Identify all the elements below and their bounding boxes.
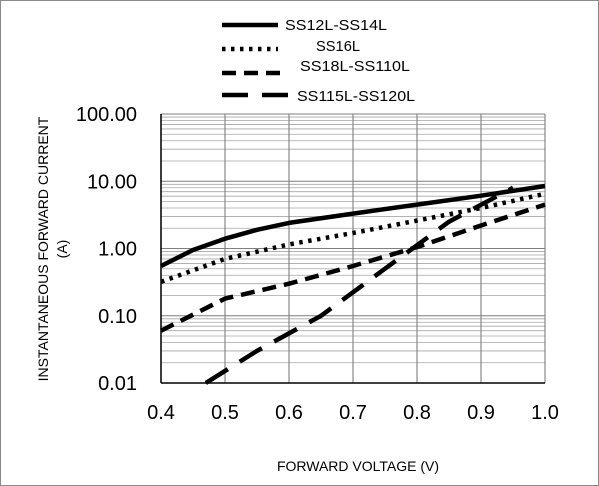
x-tick-label: 0.5 — [211, 402, 239, 424]
y-tick-label: 1.00 — [98, 239, 137, 261]
legend-label-ss18l-ss110l: SS18L-SS110L — [300, 58, 410, 75]
series-line-ss18l-ss110l — [159, 202, 546, 333]
y-tick-label: 100.00 — [76, 104, 137, 126]
legend: SS12L-SS14L SS16L SS18L-SS110L SS115L-SS… — [222, 17, 415, 105]
x-tick-label: 0.7 — [339, 402, 367, 424]
y-tick-label: 10.00 — [87, 171, 137, 193]
series-line-ss115l-ss120l — [204, 185, 515, 385]
y-axis-title-line1: INSTANTANEOUS FORWARD CURRENT — [35, 116, 51, 381]
x-axis-title: FORWARD VOLTAGE (V) — [277, 458, 439, 474]
series-line-ss12l-ss14l — [159, 183, 546, 269]
y-tick-label: 0.10 — [98, 306, 137, 328]
x-tick-label: 0.8 — [403, 402, 431, 424]
x-tick-label: 1.0 — [531, 402, 559, 424]
x-tick-labels: 0.4 0.5 0.6 0.7 0.8 0.9 1.0 — [147, 402, 559, 424]
legend-label-ss12l-ss14l: SS12L-SS14L — [285, 17, 387, 34]
legend-label-ss115l-ss120l: SS115L-SS120L — [297, 88, 415, 105]
y-tick-labels: 0.01 0.10 1.00 10.00 100.00 — [76, 104, 137, 395]
x-tick-label: 0.4 — [147, 402, 175, 424]
series-layer — [159, 183, 546, 385]
y-axis-title-line2: (A) — [54, 240, 70, 259]
series-line-ss16l — [160, 191, 546, 284]
x-tick-label: 0.6 — [275, 402, 303, 424]
legend-label-ss16l: SS16L — [316, 38, 360, 55]
x-tick-label: 0.9 — [467, 402, 495, 424]
y-tick-label: 0.01 — [98, 373, 137, 395]
